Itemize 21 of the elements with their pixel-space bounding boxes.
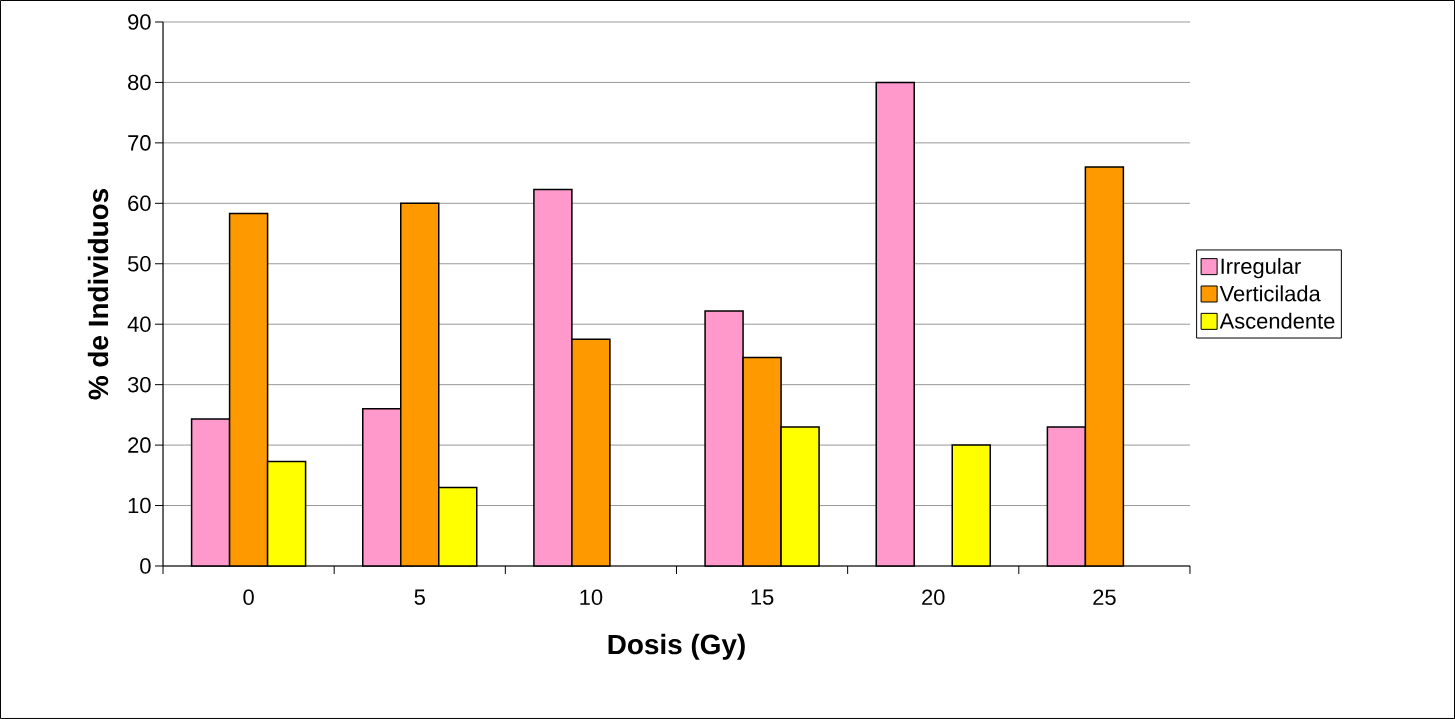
y-tick-label: 80 [128, 74, 151, 91]
y-tick-label: 60 [128, 195, 151, 212]
y-tick-label: 10 [128, 497, 151, 514]
x-tick-label: 15 [751, 589, 774, 605]
y-tick-label: 50 [127, 256, 151, 272]
x-tick-label: 20 [922, 589, 945, 606]
legend-label: Verticilada [1219, 285, 1321, 302]
x-tick-label: 10 [580, 589, 603, 606]
legend-label: Irregular [1221, 257, 1301, 279]
y-tick-label: 70 [128, 135, 151, 151]
y-tick-label: 40 [127, 316, 151, 332]
y-tick-label: 90 [128, 14, 151, 30]
x-tick-label: 25 [1093, 589, 1116, 606]
x-tick-label: 5 [414, 589, 425, 605]
legend-label: Ascendente [1219, 312, 1335, 329]
y-tick-label: 0 [140, 558, 151, 574]
x-axis-title: Dosis (Gy) [608, 633, 745, 660]
y-tick-label: 30 [127, 376, 151, 393]
y-tick-label: 20 [128, 437, 151, 453]
x-tick-label: 0 [243, 589, 254, 606]
y-axis-title: % de Individuos [87, 188, 109, 400]
